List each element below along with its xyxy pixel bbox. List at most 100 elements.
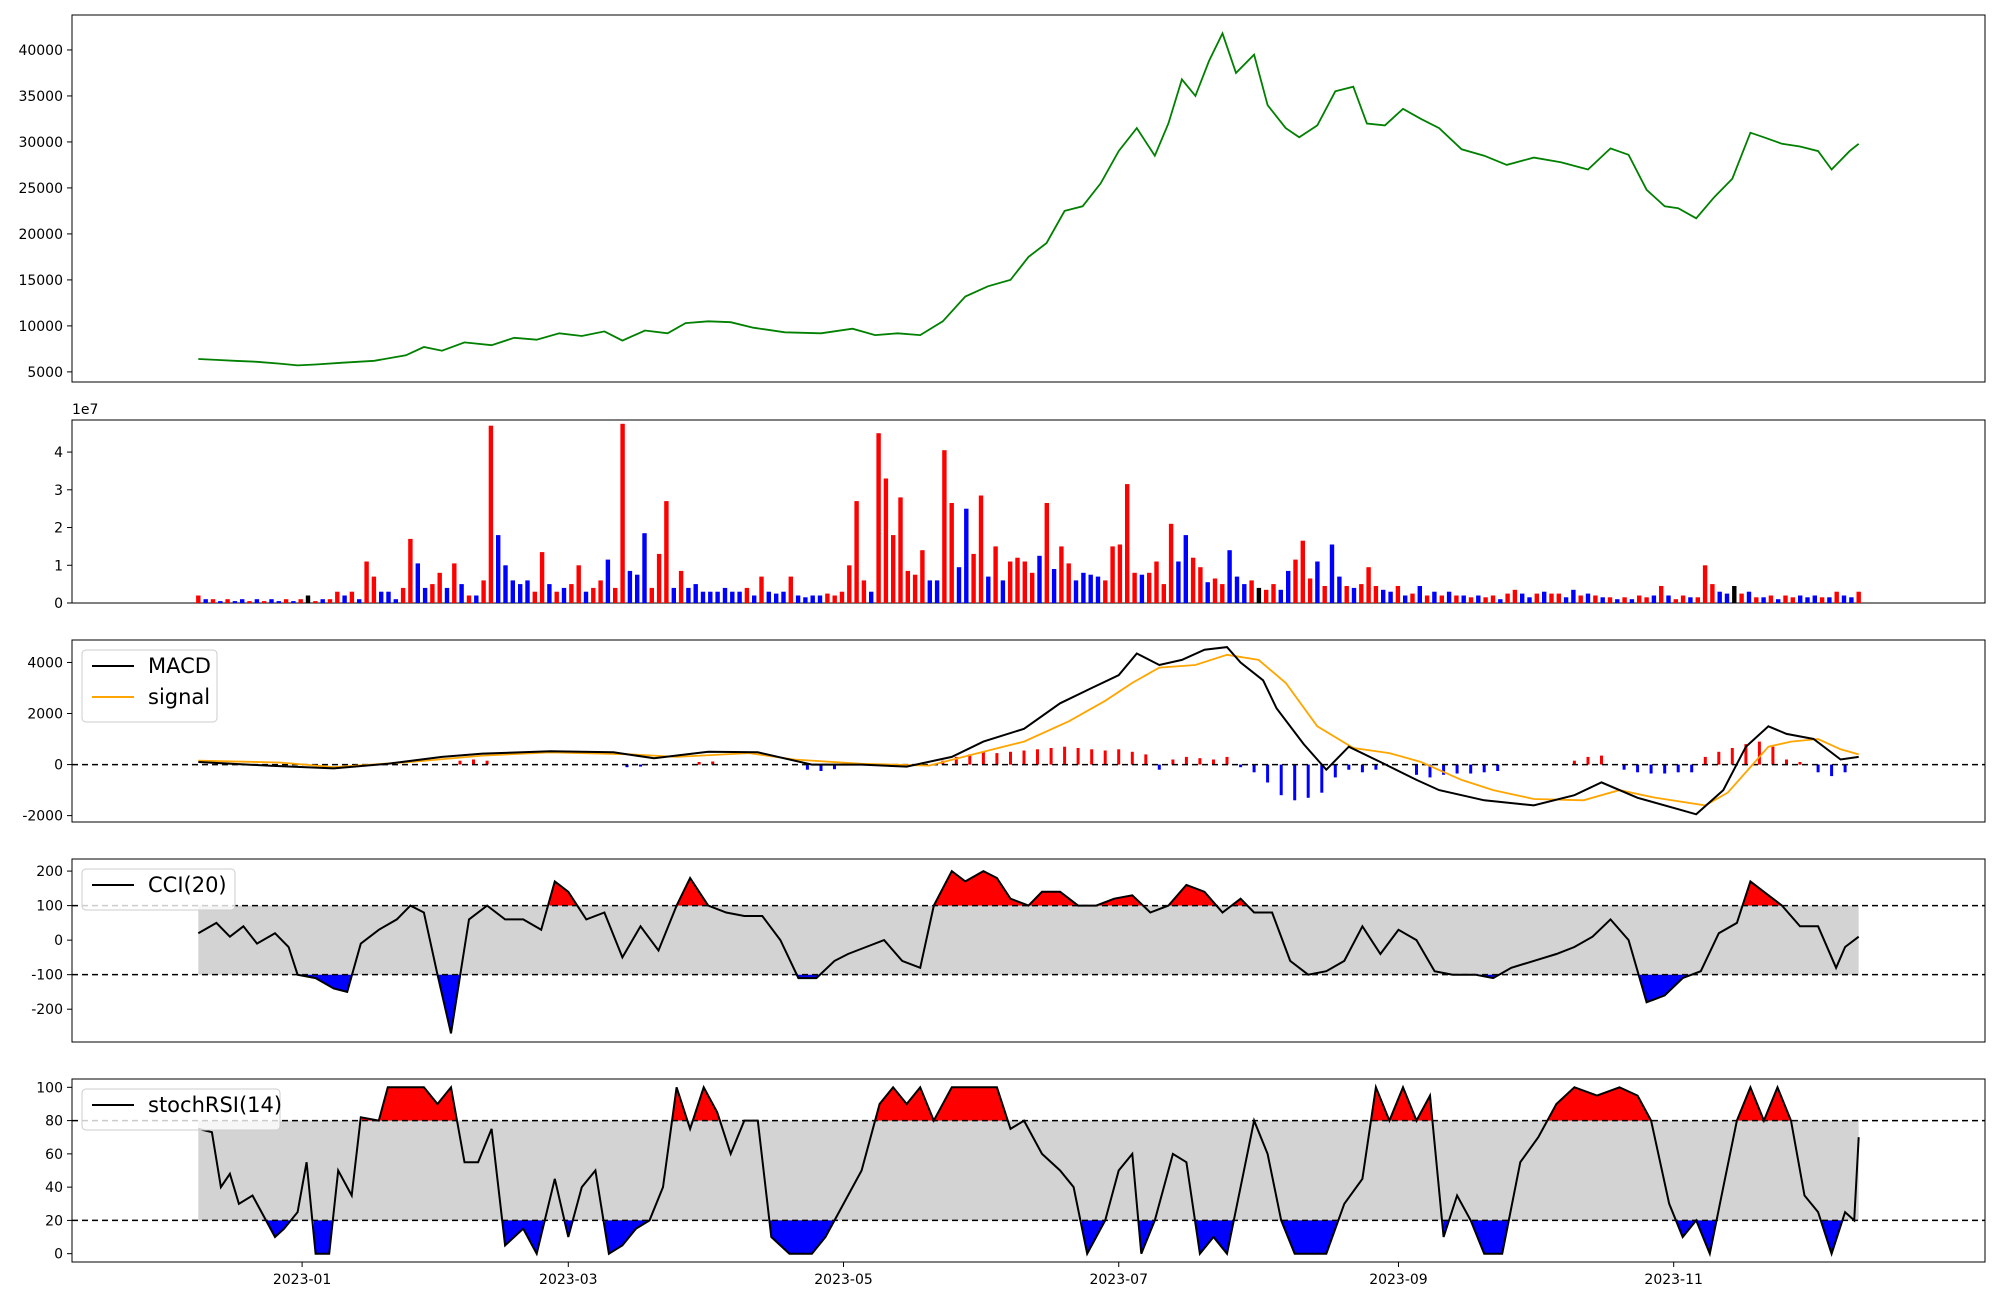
stochrsi-line bbox=[198, 1083, 1860, 1258]
volume-bar bbox=[437, 572, 442, 603]
volume-bar bbox=[854, 501, 859, 603]
volume-bar bbox=[269, 599, 274, 603]
volume-bar bbox=[1344, 586, 1349, 603]
volume-bar bbox=[1410, 593, 1415, 603]
volume-bar bbox=[1483, 597, 1488, 603]
volume-bar bbox=[598, 580, 603, 603]
macd-histogram-bar bbox=[1600, 755, 1603, 765]
volume-bar bbox=[1132, 572, 1137, 603]
volume-bar bbox=[1293, 559, 1298, 603]
macd-ytick-label: 0 bbox=[54, 758, 63, 774]
volume-bar bbox=[1549, 593, 1554, 603]
volume-bar bbox=[1768, 595, 1774, 603]
macd-histogram-bar bbox=[1586, 756, 1590, 765]
volume-bar bbox=[1271, 584, 1276, 603]
volume-bar bbox=[1044, 503, 1049, 603]
volume-bar bbox=[1030, 572, 1035, 603]
cci-ytick-label: 100 bbox=[36, 899, 63, 915]
stochrsi-ytick-label: 40 bbox=[45, 1180, 63, 1196]
stochrsi-legend-box bbox=[81, 1088, 281, 1131]
macd-histogram-bar bbox=[1717, 751, 1721, 765]
volume-bar bbox=[466, 595, 472, 603]
macd-histogram-bar bbox=[1279, 764, 1283, 796]
macd-histogram-bar bbox=[1830, 764, 1834, 777]
volume-bar bbox=[737, 591, 742, 603]
volume-bar bbox=[1205, 582, 1210, 603]
macd-histogram-bar bbox=[1622, 764, 1626, 770]
volume-bar bbox=[510, 580, 515, 603]
volume-bar bbox=[1037, 555, 1042, 603]
volume-bar bbox=[613, 587, 618, 603]
volume-bar bbox=[1607, 597, 1613, 603]
volume-bar bbox=[964, 508, 969, 603]
macd-histogram-bar bbox=[1469, 764, 1473, 774]
macd-histogram-bar bbox=[1771, 746, 1775, 765]
volume-bar bbox=[1300, 540, 1305, 603]
volume-bar bbox=[1249, 580, 1254, 603]
volume-bar bbox=[576, 565, 581, 603]
stochrsi-panel: 0 20 40 60 80 100 stochRSI(14) 2023-01 2023-03 20… bbox=[36, 1078, 1986, 1288]
volume-bar bbox=[920, 550, 925, 603]
volume-bar bbox=[320, 599, 325, 603]
macd-histogram-bar bbox=[833, 764, 836, 770]
macd-histogram-bar bbox=[1843, 764, 1847, 773]
volume-bar bbox=[986, 576, 991, 603]
macd-line bbox=[198, 646, 1859, 816]
macd-histogram-bar bbox=[995, 753, 999, 765]
macd-histogram-bar bbox=[1198, 758, 1202, 765]
volume-bar bbox=[291, 601, 296, 603]
macd-histogram-bar bbox=[1798, 762, 1802, 765]
stochrsi-oversold-fill bbox=[1281, 1220, 1337, 1254]
cci-neutral-band bbox=[198, 905, 1859, 975]
volume-bar bbox=[869, 591, 874, 603]
macd-histogram-bar bbox=[1690, 764, 1694, 773]
volume-bar bbox=[1600, 597, 1605, 603]
volume-bar bbox=[993, 546, 998, 603]
stochrsi-oversold-fill bbox=[313, 1220, 332, 1254]
macd-histogram-bar bbox=[1117, 749, 1121, 765]
volume-bar bbox=[1666, 595, 1671, 603]
volume-bar bbox=[452, 563, 457, 603]
volume-bar bbox=[642, 533, 647, 603]
volume-bar bbox=[1512, 589, 1518, 603]
macd-histogram-bar bbox=[1036, 749, 1039, 765]
volume-bar bbox=[488, 425, 494, 603]
volume-bar bbox=[503, 565, 508, 603]
macd-histogram-bar bbox=[1442, 764, 1446, 775]
volume-bar bbox=[1732, 586, 1737, 603]
volume-bar bbox=[759, 576, 764, 603]
macd-histogram-bar bbox=[1663, 764, 1667, 774]
volume-bar bbox=[1659, 586, 1664, 603]
volume-bar bbox=[1117, 544, 1123, 603]
cci-legend-box bbox=[81, 868, 236, 911]
volume-bar bbox=[459, 584, 464, 603]
macd-histogram-bar bbox=[1252, 764, 1256, 773]
volume-bar bbox=[1432, 591, 1437, 603]
volume-bar bbox=[1381, 589, 1386, 603]
volume-bar bbox=[861, 580, 867, 603]
volume-bar bbox=[298, 599, 303, 603]
volume-bar bbox=[656, 553, 662, 603]
volume-bar bbox=[532, 591, 537, 603]
volume-bar bbox=[1264, 589, 1269, 603]
volume-bar bbox=[1629, 599, 1635, 603]
volume-bar bbox=[1286, 570, 1291, 603]
volume-bar bbox=[708, 591, 713, 603]
volume-bar bbox=[1644, 597, 1649, 603]
volume-bar bbox=[620, 423, 625, 603]
volume-bar bbox=[1834, 591, 1839, 603]
volume-bar bbox=[752, 595, 757, 603]
macd-histogram-bar bbox=[1306, 764, 1310, 798]
volume-bar bbox=[795, 595, 801, 603]
volume-bar bbox=[1761, 597, 1766, 603]
stochrsi-overbought-fill bbox=[876, 1087, 1007, 1121]
volume-bar bbox=[1198, 567, 1203, 603]
volume-bar bbox=[1520, 593, 1525, 603]
volume-bar bbox=[474, 595, 479, 603]
volume-bar bbox=[1505, 593, 1510, 603]
volume-bar bbox=[430, 584, 435, 603]
volume-bar bbox=[803, 597, 808, 603]
volume-bar bbox=[1542, 591, 1547, 603]
volume-bar bbox=[883, 478, 889, 603]
volume-bar bbox=[1190, 557, 1196, 603]
